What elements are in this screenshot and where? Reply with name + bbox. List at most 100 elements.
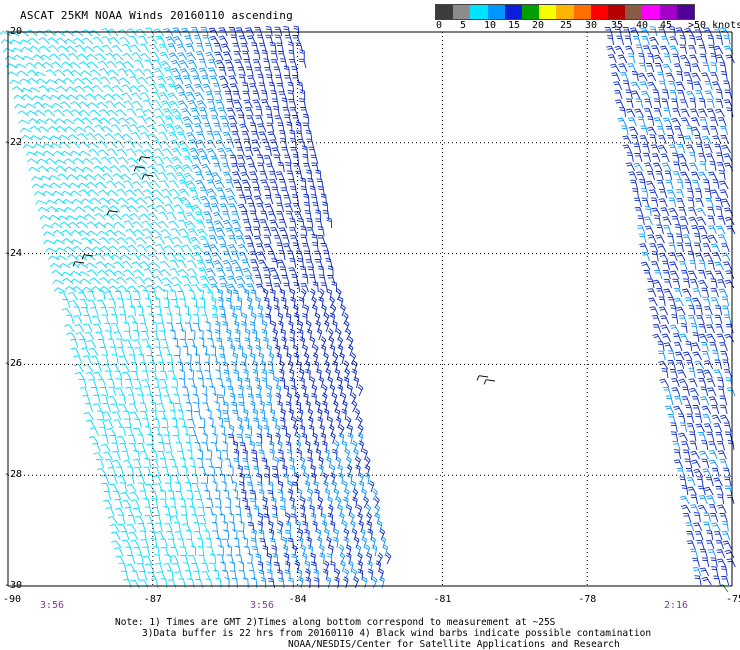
wind-barb	[66, 314, 75, 325]
wind-barb	[135, 157, 148, 165]
wind-barb	[663, 224, 672, 235]
wind-barb	[264, 274, 272, 285]
wind-barb	[74, 371, 86, 381]
wind-barb	[174, 481, 182, 493]
wind-barb	[706, 333, 716, 343]
wind-barb	[668, 242, 677, 253]
wind-barb	[300, 234, 308, 245]
wind-barb	[719, 342, 728, 352]
wind-barb	[79, 338, 88, 349]
wind-barb	[39, 45, 51, 53]
wind-barb	[123, 410, 131, 421]
wind-barb	[719, 180, 729, 190]
wind-barb	[110, 124, 122, 133]
wind-barb	[229, 304, 235, 317]
wind-barb	[716, 549, 726, 559]
wind-barb	[48, 175, 61, 181]
wind-barb	[347, 384, 353, 397]
wind-barb	[692, 332, 700, 343]
wind-barb	[133, 467, 143, 477]
wind-barb	[647, 53, 655, 64]
wind-barb	[100, 156, 112, 165]
wind-barb	[613, 81, 623, 91]
wind-barb	[54, 207, 67, 213]
wind-barb	[698, 495, 708, 505]
wind-barb	[663, 278, 672, 289]
wind-barb	[242, 448, 248, 461]
wind-barb	[16, 70, 29, 77]
wind-barb	[95, 331, 105, 341]
wind-barb	[139, 92, 151, 101]
wind-barb	[272, 275, 282, 285]
wind-barb	[165, 473, 172, 485]
wind-barb	[631, 71, 639, 82]
wind-barb	[116, 148, 128, 157]
wind-barb	[195, 211, 205, 221]
wind-barb	[231, 577, 238, 589]
wind-barb	[277, 162, 285, 173]
wind-barb	[222, 51, 233, 61]
wind-barb	[249, 490, 257, 501]
wind-barb	[231, 401, 238, 413]
wind-barb	[245, 275, 255, 285]
wind-barb	[694, 360, 704, 370]
wind-barb	[334, 576, 340, 589]
wind-barb	[71, 30, 84, 37]
wind-barb	[135, 197, 148, 205]
wind-barb	[301, 384, 307, 397]
wind-barb	[266, 344, 272, 357]
wind-barb	[375, 560, 382, 573]
wind-barb	[357, 384, 364, 397]
wind-barb	[701, 350, 710, 361]
wind-barb	[91, 77, 103, 85]
wind-barb	[322, 201, 329, 213]
wind-barb	[685, 144, 696, 154]
wind-barb	[108, 156, 120, 165]
wind-barb	[712, 179, 720, 190]
wind-barb	[676, 467, 685, 478]
wind-barb	[703, 512, 711, 523]
wind-barb	[117, 156, 129, 165]
wind-barb	[223, 251, 232, 261]
wind-barb	[107, 395, 118, 405]
wind-barb	[210, 155, 220, 165]
wind-barb	[271, 98, 280, 109]
wind-barb	[143, 148, 155, 157]
wind-barb	[14, 103, 27, 109]
wind-barb	[315, 528, 322, 541]
wind-barb	[634, 152, 643, 163]
wind-barb	[65, 45, 78, 53]
wind-barb	[94, 212, 106, 221]
wind-barb	[327, 416, 333, 429]
wind-barb	[332, 360, 338, 373]
wind-barb	[240, 210, 250, 221]
wind-barb	[197, 148, 208, 157]
wind-barb	[137, 442, 146, 453]
wind-barb	[343, 576, 349, 589]
wind-barb	[724, 89, 733, 100]
wind-barb	[155, 204, 167, 213]
wind-barb	[178, 140, 189, 149]
wind-barb	[61, 229, 73, 237]
wind-barb	[295, 121, 302, 133]
wind-barb	[135, 108, 147, 117]
wind-barb	[354, 408, 361, 421]
wind-barb	[207, 276, 218, 285]
legend-label: 0	[436, 20, 443, 31]
wind-barb	[695, 423, 705, 433]
wind-barb	[676, 198, 685, 208]
wind-barb	[132, 339, 142, 349]
wind-barb	[332, 400, 339, 413]
wind-barb	[116, 276, 128, 285]
wind-barb	[151, 507, 161, 517]
wind-barb	[245, 155, 255, 165]
wind-barb	[240, 171, 251, 181]
wind-barb	[711, 404, 720, 415]
wind-barb	[159, 330, 167, 341]
wind-barb	[329, 384, 336, 397]
wind-barb	[144, 386, 152, 397]
legend-swatch	[470, 5, 488, 19]
wind-barb	[90, 307, 99, 317]
wind-barb	[288, 320, 294, 333]
wind-barb	[113, 221, 126, 229]
